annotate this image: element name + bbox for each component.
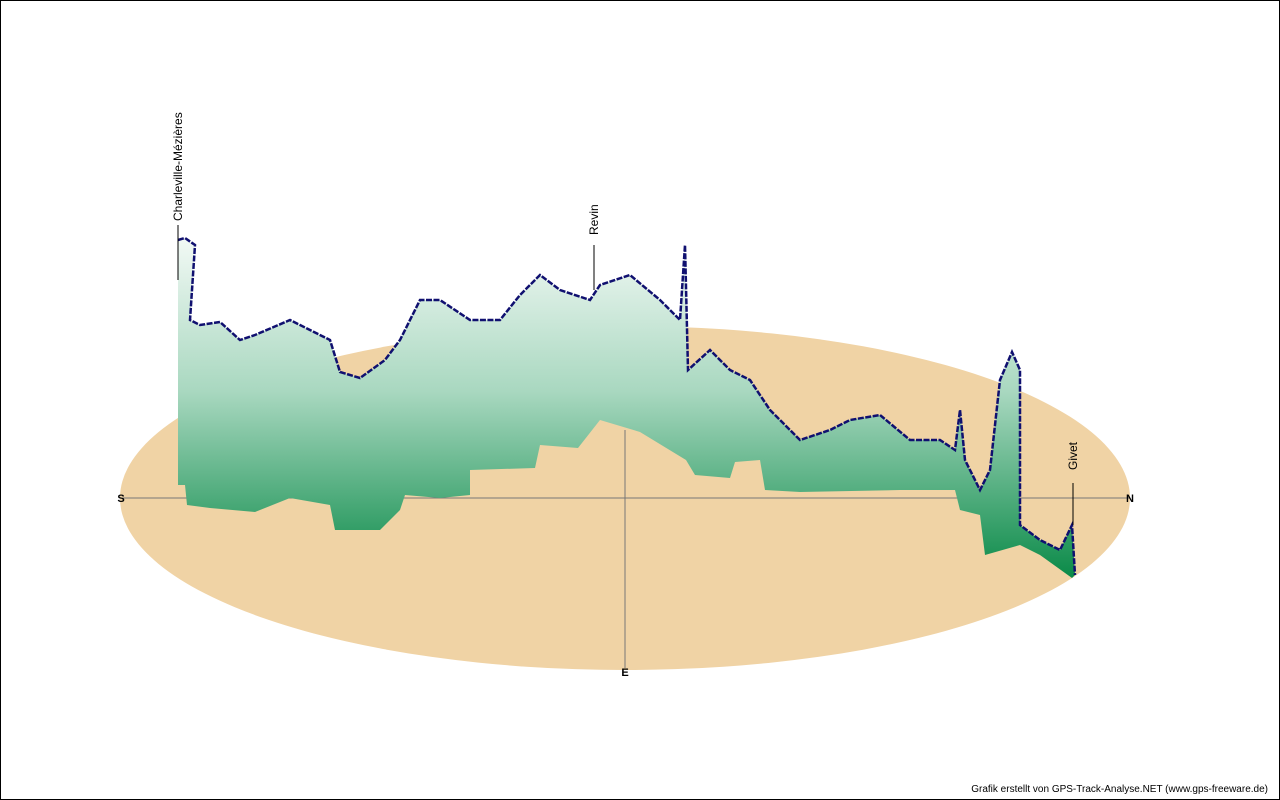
compass-label: S bbox=[117, 493, 124, 505]
place-label: Givet bbox=[1066, 441, 1080, 470]
compass-label: N bbox=[1126, 493, 1134, 505]
footer-credit: Grafik erstellt von GPS-Track-Analyse.NE… bbox=[971, 784, 1268, 795]
compass-label: E bbox=[621, 667, 628, 679]
place-label: Charleville-Mézières bbox=[171, 112, 185, 221]
elevation-wall bbox=[178, 238, 1075, 578]
track-line bbox=[177, 236, 1077, 576]
place-label: Revin bbox=[587, 204, 601, 235]
